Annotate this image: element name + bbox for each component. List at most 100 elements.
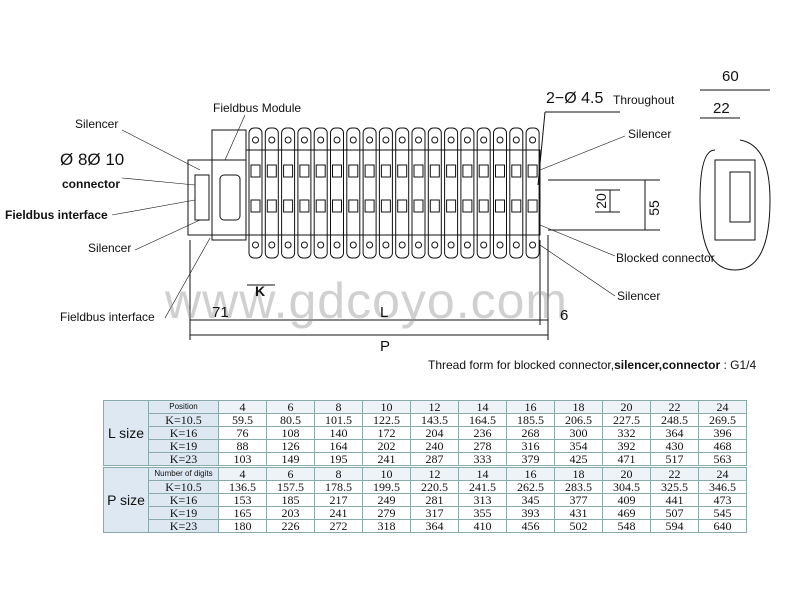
dim-71: 71: [212, 304, 229, 321]
table-cell: 300: [554, 426, 603, 440]
table-cell: 345: [506, 493, 555, 507]
table-cell: 409: [602, 493, 651, 507]
row-k: K=23: [148, 519, 219, 533]
table-cell: 468: [698, 439, 747, 453]
table-cell: 157.5: [266, 480, 315, 494]
table-cell: 185: [266, 493, 315, 507]
table-cell: 164.5: [458, 413, 507, 427]
thread-note-suffix: : G1/4: [720, 358, 757, 372]
table-cell: 431: [554, 506, 603, 520]
blocked-connector-label: Blocked connector: [616, 251, 715, 265]
dim-60: 60: [722, 68, 739, 85]
valve: [395, 127, 410, 259]
table-row: K=23 180 226 272 318 364 410 456 502 548 594 640: [104, 519, 747, 533]
table-row: K=19 165 203 241 279 317 355 393 431 469 507 545: [104, 506, 747, 520]
table-row: K=16 153 185 217 249 281 313 345 377 409 441 473: [104, 493, 747, 507]
dim-k: K: [255, 283, 266, 299]
table-cell: 410: [458, 519, 507, 533]
table-cell: 364: [410, 519, 459, 533]
table-cell: 456: [506, 519, 555, 533]
dim-p: P: [380, 338, 391, 355]
table-cell: 227.5: [602, 413, 651, 427]
row-k: K=23: [148, 452, 219, 466]
table-cell: 548: [602, 519, 651, 533]
table-cell: 236: [458, 426, 507, 440]
table-cell: 355: [458, 506, 507, 520]
watermark: www.gdcoyo.com: [165, 273, 569, 329]
table-row: K=10.5 59.5 80.5 101.5 122.5 143.5 164.5 185.5 2…: [104, 413, 747, 427]
table-cell: 318: [362, 519, 411, 533]
table-cell: 441: [650, 493, 699, 507]
table-cell: 594: [650, 519, 699, 533]
table-cell: 199.5: [362, 480, 411, 494]
table-cell: 143.5: [410, 413, 459, 427]
column-header: 6: [266, 400, 315, 414]
column-header: 14: [458, 400, 507, 414]
column-header: 14: [458, 467, 507, 481]
table-cell: 377: [554, 493, 603, 507]
table-cell: 364: [650, 426, 699, 440]
column-header: 10: [362, 400, 411, 414]
table-cell: 262.5: [506, 480, 555, 494]
column-header: 12: [410, 400, 459, 414]
table-cell: 393: [506, 506, 555, 520]
valve: [362, 127, 377, 259]
table-cell: 425: [554, 452, 603, 466]
table-cell: 185.5: [506, 413, 555, 427]
column-header: 4: [218, 400, 267, 414]
table-cell: 278: [458, 439, 507, 453]
valve: [427, 127, 442, 259]
table-cell: 149: [266, 452, 315, 466]
valve: [297, 127, 312, 259]
valve: [460, 127, 475, 259]
valve: [378, 127, 393, 259]
dim-l: L: [380, 304, 389, 321]
row-k: K=10.5: [148, 413, 219, 427]
fieldbus-interface-label: Fieldbus interface: [60, 310, 155, 324]
table-cell: 354: [554, 439, 603, 453]
table-cell: 108: [266, 426, 315, 440]
fieldbus-module-body: [187, 159, 247, 236]
thread-note-bold: silencer,connector: [614, 358, 721, 372]
table-cell: 279: [362, 506, 411, 520]
table-cell: 272: [314, 519, 363, 533]
table-cell: 430: [650, 439, 699, 453]
valve: [313, 127, 328, 259]
column-header: 16: [506, 467, 555, 481]
table-cell: 379: [506, 452, 555, 466]
table-cell: 281: [410, 493, 459, 507]
table-cell: 269.5: [698, 413, 747, 427]
row-k: K=16: [148, 493, 219, 507]
column-header: 6: [266, 467, 315, 481]
throughout-label: Throughout: [613, 93, 675, 107]
table-cell: 226: [266, 519, 315, 533]
dim-20: 20: [592, 193, 609, 209]
column-header: 22: [650, 400, 699, 414]
table-cell: 241: [362, 452, 411, 466]
column-header: 18: [554, 467, 603, 481]
silencer-label: Silencer: [88, 241, 132, 255]
table-cell: 80.5: [266, 413, 315, 427]
valve: [444, 127, 459, 259]
table-cell: 220.5: [410, 480, 459, 494]
table-row: K=23 103 149 195 241 287 333 379 425 471 517 563: [104, 452, 747, 466]
diameter-label: Ø 8Ø 10: [60, 150, 125, 169]
table-cell: 241.5: [458, 480, 507, 494]
table-cell: 204: [410, 426, 459, 440]
table-cell: 325.5: [650, 480, 699, 494]
column-header: 18: [554, 400, 603, 414]
table-cell: 471: [602, 452, 651, 466]
valve: [264, 127, 279, 259]
table-cell: 392: [602, 439, 651, 453]
column-header: 24: [698, 467, 747, 481]
table-cell: 333: [458, 452, 507, 466]
column-header: 20: [602, 467, 651, 481]
table-cell: 268: [506, 426, 555, 440]
column-header: 20: [602, 400, 651, 414]
row-k: K=10.5: [148, 480, 219, 494]
table-cell: 59.5: [218, 413, 267, 427]
row-k: K=19: [148, 439, 219, 453]
table-cell: 287: [410, 452, 459, 466]
table-cell: 103: [218, 452, 267, 466]
table-cell: 126: [266, 439, 315, 453]
